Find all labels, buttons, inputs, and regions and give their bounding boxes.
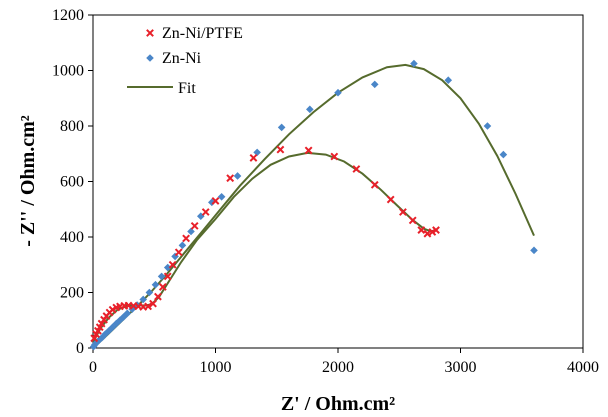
zn-ni-ptfe-point — [168, 260, 177, 269]
zn-ni-point — [139, 295, 148, 304]
fit-curves — [92, 63, 535, 349]
zn-ni-point — [187, 227, 195, 236]
x-tick-label: 2000 — [322, 359, 354, 376]
zn-ni-ptfe-point — [190, 221, 199, 230]
y-tick-label: 0 — [76, 340, 84, 357]
zn-ni-point — [105, 326, 113, 335]
zn-ni-point — [123, 309, 132, 318]
zn-ni-point — [233, 172, 242, 180]
zn-ni-ptfe-point — [182, 234, 191, 243]
axis-ticks: 0 1000 2000 3000 4000 0 200 400 600 800 1000 1200 — [52, 7, 599, 376]
zn-ni-ptfe-point — [276, 145, 285, 154]
zn-ni-ptfe-point — [423, 229, 432, 238]
zn-ni-ptfe-point — [352, 165, 361, 173]
y-tick-label: 1200 — [52, 7, 84, 24]
zn-ni-point — [91, 340, 99, 349]
zn-ni-point — [253, 148, 261, 157]
zn-ni-point — [499, 150, 508, 159]
zn-ni-ptfe-point — [386, 195, 395, 204]
zn-ni-ptfe-point — [330, 152, 339, 161]
zn-ni-ptfe-point — [154, 292, 162, 301]
zn-ni-ptfe-point — [408, 216, 417, 225]
zn-ni-point — [178, 241, 187, 250]
y-tick-label: 1000 — [52, 63, 84, 80]
zn-ni-ptfe-point — [163, 272, 172, 281]
zn-ni-ptfe-point — [432, 226, 440, 234]
zn-ni-point — [483, 122, 492, 130]
legend-label-zn-ni-ptfe: Zn-Ni/PTFE — [162, 25, 243, 42]
zn-ni-point — [163, 263, 172, 272]
zn-ni-point — [95, 336, 103, 345]
legend-diamond-glyph — [146, 54, 154, 62]
x-tick-label: 3000 — [445, 359, 477, 376]
zn-ni-ptfe-point — [97, 319, 106, 328]
zn-ni-ptfe-point — [304, 146, 313, 155]
zn-ni-point — [171, 252, 179, 261]
x-tick-label: 4000 — [567, 359, 599, 376]
legend-item-zn-ni: Zn-Ni — [146, 50, 202, 67]
x-tick-label: 1000 — [200, 359, 232, 376]
zn-ni-point — [410, 59, 418, 68]
zn-ni-point — [217, 192, 226, 201]
zn-ni-ptfe-point — [174, 248, 183, 257]
zn-ni-point — [119, 313, 128, 321]
zn-ni-point — [334, 88, 342, 97]
x-tick-label: 0 — [89, 359, 97, 376]
zn-ni-point — [277, 123, 286, 132]
zn-ni-ptfe-point — [201, 208, 210, 216]
zn-ni-point — [128, 305, 136, 313]
zn-ni-ptfe-point — [90, 334, 99, 343]
fit-curve — [92, 151, 437, 343]
legend-label-zn-ni: Zn-Ni — [162, 50, 202, 67]
y-tick-label: 200 — [60, 285, 84, 302]
fit-curve — [92, 63, 535, 349]
zn-ni-point — [530, 246, 538, 255]
zn-ni-ptfe-point — [211, 197, 220, 205]
zn-ni-ptfe-point — [399, 208, 407, 216]
y-axis-label: - Z'' / Ohm.cm² — [17, 115, 39, 247]
legend-label-fit: Fit — [178, 80, 196, 97]
legend-marker-x — [146, 29, 154, 37]
x-axis-label: Z' / Ohm.cm² — [281, 393, 395, 415]
zn-ni-point — [370, 80, 379, 89]
zn-ni-ptfe-point — [417, 226, 426, 234]
y-tick-label: 800 — [60, 118, 84, 135]
legend: Zn-Ni/PTFE Zn-Ni Fit — [127, 25, 243, 97]
data-markers — [89, 59, 538, 351]
legend-item-zn-ni-ptfe: Zn-Ni/PTFE — [146, 25, 243, 42]
zn-ni-ptfe-point — [108, 305, 117, 314]
zn-ni-point — [145, 288, 154, 297]
zn-ni-ptfe-point — [158, 283, 167, 291]
zn-ni-ptfe-point — [249, 154, 258, 162]
zn-ni-ptfe-point — [226, 174, 235, 183]
zn-ni-point — [444, 76, 453, 85]
legend-x-glyph — [146, 29, 154, 37]
zn-ni-ptfe-point — [370, 180, 379, 189]
y-tick-label: 400 — [60, 229, 84, 246]
zn-ni-point — [306, 105, 314, 114]
legend-marker-diamond — [146, 54, 154, 62]
zn-ni-ptfe-point — [144, 302, 153, 311]
zn-ni-point — [157, 272, 166, 281]
zn-ni-point — [92, 338, 101, 347]
y-tick-label: 600 — [60, 174, 84, 191]
zn-ni-ptfe-point — [149, 299, 157, 308]
legend-item-fit: Fit — [127, 80, 196, 97]
zn-ni-point — [151, 280, 160, 289]
